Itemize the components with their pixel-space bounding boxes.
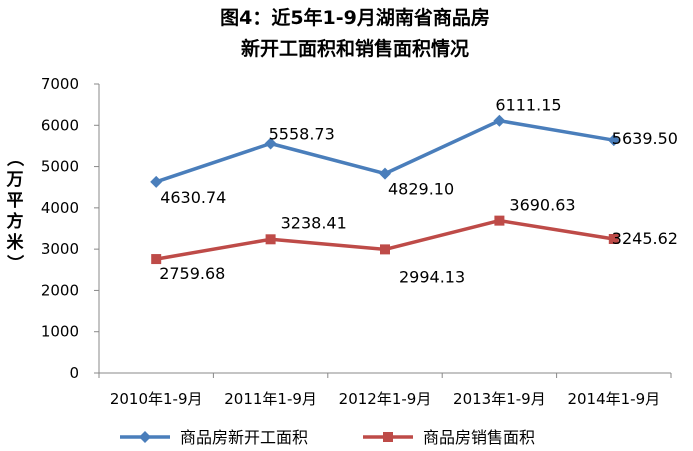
series-2: 2759.68 3238.41 2994.13 3690.63 3245.62: [151, 196, 678, 286]
y-tick-label: 6000: [41, 116, 79, 134]
data-label: 3238.41: [281, 213, 347, 232]
y-axis-label-char: （: [4, 150, 25, 167]
y-tick-label: 2000: [41, 281, 79, 299]
y-axis-label-char: 米: [7, 232, 25, 253]
data-label: 5558.73: [269, 125, 335, 144]
legend-label: 商品房新开工面积: [180, 428, 308, 447]
data-label: 3245.62: [612, 229, 678, 248]
data-point: [265, 234, 276, 245]
y-axis-label-char: 方: [7, 211, 24, 232]
legend-item: 商品房销售面积: [363, 428, 535, 447]
x-axis-ticks: 2010年1-9月 2011年1-9月 2012年1-9月 2013年1-9月 2014…: [98, 373, 672, 408]
legend-marker: [383, 432, 393, 442]
data-point: [607, 134, 620, 147]
data-label: 5639.50: [612, 129, 678, 148]
data-label: 2994.13: [399, 267, 465, 286]
chart-title-line1: 图4：近5年1-9月湖南省商品房: [220, 6, 490, 29]
legend: 商品房新开工面积 商品房销售面积: [120, 428, 535, 447]
series-1: 4630.74 5558.73 4829.10 6111.15 5639.50: [150, 96, 678, 207]
chart-title: 图4：近5年1-9月湖南省商品房 新开工面积和销售面积情况: [220, 6, 490, 60]
data-point: [151, 254, 162, 265]
y-tick-label: 7000: [41, 75, 79, 93]
y-axis-ticks: 0 1000 2000 3000 4000 5000 6000 7000: [41, 75, 99, 382]
data-point: [608, 234, 619, 245]
y-tick-label: 3000: [41, 240, 79, 258]
y-tick-label: 1000: [41, 323, 79, 341]
data-label: 4829.10: [388, 180, 454, 199]
y-axis-label-char: 万: [6, 170, 24, 190]
series-layer: 4630.74 5558.73 4829.10 6111.15 5639.50 2759.…: [150, 96, 678, 286]
x-tick-label: 2013年1-9月: [453, 390, 546, 408]
data-point: [380, 244, 390, 255]
data-point: [150, 175, 163, 188]
data-point: [494, 215, 505, 226]
y-axis-label-char: ）: [4, 255, 25, 272]
y-tick-label: 5000: [41, 158, 79, 176]
data-label: 2759.68: [159, 264, 225, 283]
legend-marker: [139, 431, 151, 443]
x-tick-label: 2012年1-9月: [339, 390, 432, 408]
data-label: 4630.74: [160, 188, 226, 207]
x-tick-label: 2014年1-9月: [567, 390, 660, 408]
x-tick-label: 2010年1-9月: [110, 390, 203, 408]
y-tick-label: 0: [69, 364, 79, 382]
chart-title-line2: 新开工面积和销售面积情况: [241, 37, 469, 60]
y-axis-label-char: 平: [7, 191, 24, 211]
axes: [98, 84, 671, 374]
x-tick-label: 2011年1-9月: [224, 390, 317, 408]
data-point: [264, 137, 277, 150]
y-tick-label: 4000: [41, 199, 79, 217]
data-label: 6111.15: [495, 96, 561, 115]
data-point: [379, 167, 391, 180]
data-label: 3690.63: [509, 196, 575, 215]
legend-label: 商品房销售面积: [423, 428, 535, 447]
legend-item: 商品房新开工面积: [120, 428, 308, 447]
data-point: [493, 114, 506, 127]
